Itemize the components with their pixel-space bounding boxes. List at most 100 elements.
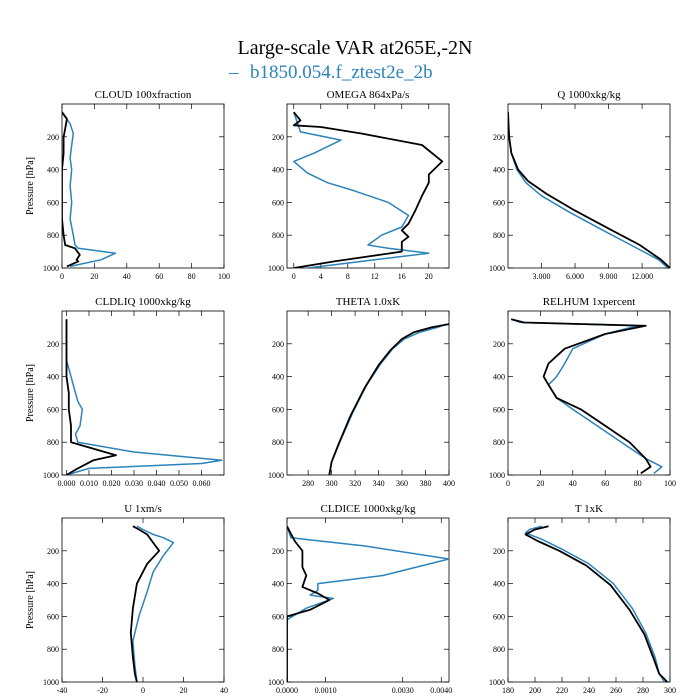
subplot-3: Q 1000xkg/kg 200 400 600 800 1000 3.000 6.000 9.… xyxy=(489,89,671,281)
y-tick-label: 400 xyxy=(493,580,505,589)
y-tick-label: 800 xyxy=(493,438,505,447)
y-tick-label: 800 xyxy=(493,645,505,654)
series-line-black xyxy=(62,111,81,268)
subplot-title: T 1xK xyxy=(575,503,603,515)
plot-frame xyxy=(507,310,671,476)
subplot-2: OMEGA 864xPa/s 200 400 600 800 1000 0 4 8 12 16 20 xyxy=(268,89,450,281)
y-tick-label: 600 xyxy=(272,405,284,414)
subplot-5: THETA 1.0xK 200 400 600 800 1000 280 300 320 340 3… xyxy=(268,296,455,488)
y-tick-label: 800 xyxy=(272,231,284,240)
x-tick-label: 320 xyxy=(349,479,361,488)
y-tick-label: 1000 xyxy=(43,471,59,480)
series-line-blue xyxy=(524,525,666,682)
y-tick-label: 1000 xyxy=(489,471,505,480)
x-tick-label: 0.0030 xyxy=(392,686,414,695)
y-tick-label: 800 xyxy=(272,438,284,447)
figure-title: Large-scale VAR at265E,-2N xyxy=(238,37,473,59)
series-line-black xyxy=(510,318,652,475)
y-tick-label: 200 xyxy=(493,133,505,142)
x-tick-label: 240 xyxy=(583,686,595,695)
x-tick-label: 100 xyxy=(218,272,230,281)
x-tick-label: 0.020 xyxy=(103,479,121,488)
x-tick-label: 220 xyxy=(556,686,568,695)
x-tick-label: 280 xyxy=(637,686,649,695)
y-tick-label: 400 xyxy=(272,166,284,175)
series-line-black xyxy=(292,111,444,268)
subplot-title: CLDLIQ 1000xkg/kg xyxy=(95,296,191,308)
y-tick-label: 600 xyxy=(493,405,505,414)
legend-swatch: – xyxy=(228,62,239,83)
x-tick-label: 0.0040 xyxy=(430,686,452,695)
x-tick-label: 200 xyxy=(529,686,541,695)
series-line-blue xyxy=(65,319,223,475)
y-tick-label: 800 xyxy=(47,645,59,654)
y-tick-label: 200 xyxy=(493,547,505,556)
y-tick-label: 200 xyxy=(272,547,284,556)
y-tick-label: 800 xyxy=(47,231,59,240)
x-tick-label: 100 xyxy=(664,479,676,488)
y-tick-label: 400 xyxy=(493,166,505,175)
y-tick-label: 200 xyxy=(47,547,59,556)
x-tick-label: 12.000 xyxy=(631,272,653,281)
series-line-blue xyxy=(293,111,430,268)
subplot-title: OMEGA 864xPa/s xyxy=(327,89,410,101)
y-tick-label: 600 xyxy=(272,198,284,207)
y-tick-label: 800 xyxy=(47,438,59,447)
x-tick-label: 280 xyxy=(302,479,314,488)
x-tick-label: 300 xyxy=(664,686,676,695)
x-tick-label: 60 xyxy=(155,272,163,281)
series-line-black xyxy=(65,319,117,475)
y-tick-label: 800 xyxy=(493,231,505,240)
y-tick-label: 400 xyxy=(272,373,284,382)
plot-frame xyxy=(286,517,450,683)
y-tick-label: 1000 xyxy=(43,264,59,273)
subplot-title: CLOUD 100xfraction xyxy=(95,89,192,101)
x-tick-label: 0.0000 xyxy=(276,686,298,695)
x-tick-label: 9.000 xyxy=(600,272,618,281)
y-tick-label: 1000 xyxy=(489,678,505,687)
y-axis-label: Pressure [hPa] xyxy=(25,157,36,215)
y-tick-label: 200 xyxy=(493,340,505,349)
x-tick-label: 360 xyxy=(396,479,408,488)
y-tick-label: 400 xyxy=(47,580,59,589)
x-tick-label: 340 xyxy=(373,479,385,488)
subplot-title: U 1xm/s xyxy=(124,503,162,515)
x-tick-label: 0 xyxy=(141,686,145,695)
x-tick-label: 260 xyxy=(610,686,622,695)
x-tick-label: 0.0010 xyxy=(315,686,337,695)
x-tick-label: 6.000 xyxy=(566,272,584,281)
y-tick-label: 200 xyxy=(47,340,59,349)
x-tick-label: 40 xyxy=(569,479,577,488)
x-tick-label: -20 xyxy=(97,686,108,695)
series-line-black xyxy=(328,323,449,475)
y-tick-label: 600 xyxy=(272,612,284,621)
series-line-blue xyxy=(287,525,449,682)
x-tick-label: 4 xyxy=(319,272,323,281)
series-line-black xyxy=(508,112,670,268)
x-tick-label: 20 xyxy=(425,272,433,281)
x-tick-label: 300 xyxy=(326,479,338,488)
plot-frame xyxy=(61,310,225,476)
series-line-black xyxy=(129,525,161,682)
x-tick-label: 0 xyxy=(60,272,64,281)
x-tick-label: 380 xyxy=(420,479,432,488)
x-tick-label: -40 xyxy=(57,686,68,695)
x-tick-label: 0.030 xyxy=(125,479,143,488)
y-tick-label: 600 xyxy=(493,612,505,621)
series-line-blue xyxy=(328,323,447,475)
x-tick-label: 0 xyxy=(506,479,510,488)
y-tick-label: 1000 xyxy=(489,264,505,273)
x-tick-label: 180 xyxy=(502,686,514,695)
x-tick-label: 0.060 xyxy=(193,479,211,488)
y-tick-label: 400 xyxy=(272,580,284,589)
plot-frame xyxy=(286,310,450,476)
y-axis-label: Pressure [hPa] xyxy=(25,364,36,422)
plot-frame xyxy=(507,517,671,683)
y-tick-label: 1000 xyxy=(268,471,284,480)
x-tick-label: 0.010 xyxy=(80,479,98,488)
